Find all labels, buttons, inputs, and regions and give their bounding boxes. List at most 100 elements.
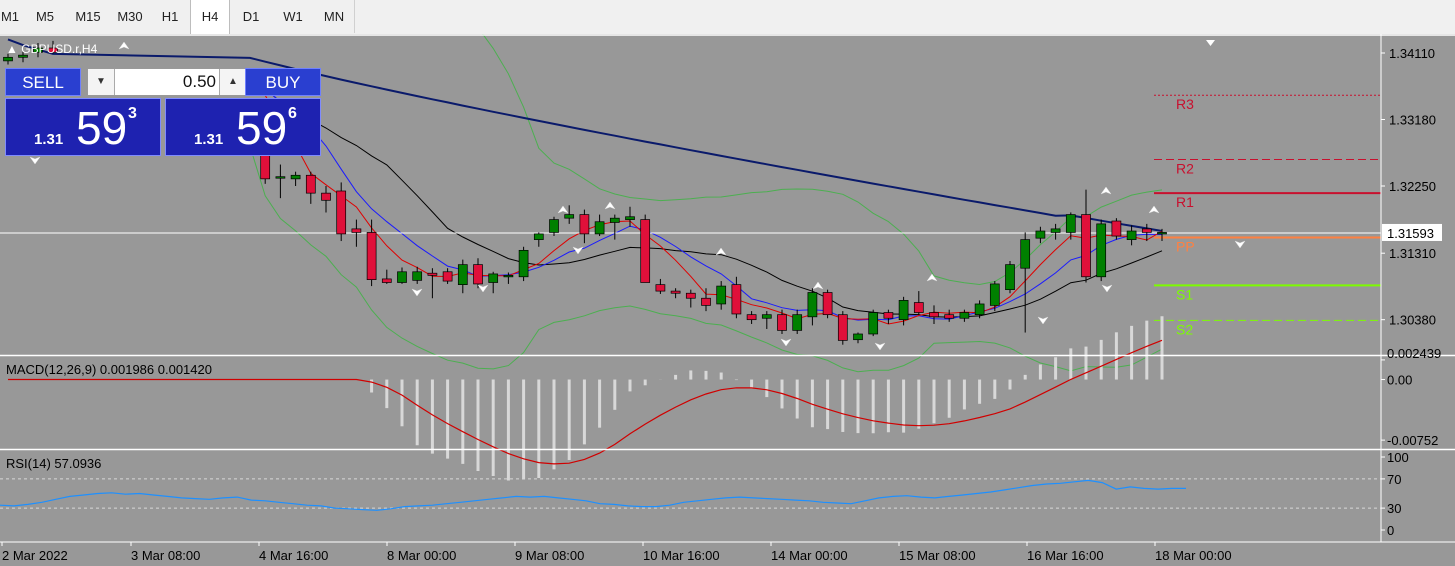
collapse-triangle-icon[interactable]: ▲ bbox=[6, 42, 18, 56]
time-tick-label: 2 Mar 2022 bbox=[2, 548, 68, 563]
sell-price-box[interactable]: 1.31 59 3 bbox=[5, 98, 161, 156]
tf-m5[interactable]: M5 bbox=[35, 9, 55, 24]
time-tick-label: 15 Mar 08:00 bbox=[899, 548, 976, 563]
tf-d1[interactable]: D1 bbox=[242, 9, 260, 24]
time-tick-label: 3 Mar 08:00 bbox=[131, 548, 200, 563]
candle-body bbox=[609, 217, 620, 223]
price-tick-label: 1.30380 bbox=[1389, 313, 1436, 328]
candle-body bbox=[929, 312, 939, 318]
pivot-label-r2: R2 bbox=[1176, 161, 1194, 177]
candle-body bbox=[761, 314, 772, 319]
candle-body bbox=[18, 54, 28, 58]
time-tick-label: 14 Mar 00:00 bbox=[771, 548, 848, 563]
lot-input[interactable]: ▼ 0.50 ▲ bbox=[87, 68, 247, 96]
candle-body bbox=[701, 297, 711, 306]
tf-w1[interactable]: W1 bbox=[283, 9, 303, 24]
fractal-down-arrow bbox=[780, 338, 792, 347]
candle-body bbox=[944, 314, 955, 319]
sell-price-big: 1.31 bbox=[34, 131, 64, 148]
candle-body bbox=[853, 333, 863, 341]
time-tick-label: 16 Mar 16:00 bbox=[1027, 548, 1104, 563]
pivot-label-s2: S2 bbox=[1176, 321, 1193, 337]
macd-title: MACD(12,26,9) 0.001986 0.001420 bbox=[6, 362, 212, 377]
candle-body bbox=[777, 314, 787, 331]
macd-tick-label: 0.002439 bbox=[1387, 346, 1441, 361]
candle-body bbox=[974, 303, 985, 316]
tf-m30[interactable]: M30 bbox=[117, 9, 143, 24]
fractal-up-arrow bbox=[926, 273, 938, 282]
candle-body bbox=[1081, 214, 1091, 278]
candle-body bbox=[1050, 228, 1061, 233]
fractal-up-arrow bbox=[715, 247, 727, 256]
candle-body bbox=[685, 292, 696, 299]
candle-body bbox=[1020, 239, 1031, 269]
candle-body bbox=[321, 192, 331, 201]
fractal-down-arrow bbox=[477, 284, 489, 293]
candle-body bbox=[290, 174, 301, 180]
tf-m1[interactable]: M1 bbox=[0, 9, 20, 24]
sell-button[interactable]: SELL bbox=[5, 68, 81, 96]
candle-body bbox=[1126, 230, 1137, 240]
candle-body bbox=[716, 285, 727, 305]
candle-body bbox=[989, 283, 1000, 306]
candle-body bbox=[883, 312, 894, 319]
bollinger-lower-band bbox=[249, 146, 1163, 373]
candle-body bbox=[48, 47, 58, 53]
pivot-label-r1: R1 bbox=[1176, 194, 1194, 210]
moving-average-blue bbox=[249, 70, 1163, 321]
fractal-up-arrow bbox=[604, 201, 616, 210]
candle-body bbox=[1157, 232, 1167, 235]
pivot-label-s1: S1 bbox=[1176, 286, 1193, 302]
fractal-down-arrow bbox=[1234, 240, 1246, 249]
sell-price-main: 59 bbox=[76, 102, 128, 154]
candle-body bbox=[913, 302, 924, 313]
candle-body bbox=[731, 284, 742, 315]
lot-decrease-icon[interactable]: ▼ bbox=[88, 69, 115, 95]
time-tick-label: 10 Mar 16:00 bbox=[643, 548, 720, 563]
candle-body bbox=[792, 314, 803, 331]
fractal-down-arrow bbox=[29, 156, 41, 165]
current-price-box bbox=[1382, 223, 1442, 241]
macd-signal-line bbox=[8, 339, 1163, 465]
buy-button[interactable]: BUY bbox=[245, 68, 321, 96]
candle-body bbox=[381, 278, 392, 283]
price-tick-label: 1.33180 bbox=[1389, 113, 1436, 128]
sell-price-sup: 3 bbox=[128, 105, 137, 122]
tf-h4[interactable]: H4 bbox=[190, 0, 230, 34]
candle-body bbox=[1096, 223, 1107, 278]
rsi-line bbox=[0, 479, 1186, 511]
fractal-down-arrow bbox=[874, 342, 886, 351]
tf-mn[interactable]: MN bbox=[314, 0, 355, 33]
lot-value[interactable]: 0.50 bbox=[182, 72, 216, 91]
rsi-panel: RSI(14) 57.0936 bbox=[0, 456, 1381, 511]
time-tick-label: 9 Mar 08:00 bbox=[515, 548, 584, 563]
buy-price-main: 59 bbox=[236, 102, 288, 154]
candle-body bbox=[898, 300, 909, 321]
candle-body bbox=[807, 292, 818, 318]
lot-increase-icon[interactable]: ▲ bbox=[219, 69, 246, 95]
fractal-up-arrow bbox=[118, 41, 130, 50]
candle-body bbox=[655, 284, 666, 292]
tf-m15[interactable]: M15 bbox=[75, 9, 101, 24]
fractal-down-arrow bbox=[1101, 284, 1113, 293]
buy-price-big: 1.31 bbox=[194, 131, 224, 148]
candle-body bbox=[822, 292, 833, 316]
fractal-up-arrow bbox=[1148, 205, 1160, 214]
macd-tick-label: 0.00 bbox=[1387, 373, 1412, 388]
candle-body bbox=[746, 314, 757, 321]
candle-body bbox=[305, 174, 316, 194]
candle-body bbox=[959, 312, 970, 319]
candle-body bbox=[518, 249, 529, 278]
rsi-tick-label: 70 bbox=[1387, 472, 1401, 487]
candle-body bbox=[579, 214, 590, 235]
candle-body bbox=[1111, 220, 1122, 237]
tf-h1[interactable]: H1 bbox=[161, 9, 179, 24]
rsi-title: RSI(14) 57.0936 bbox=[6, 456, 101, 471]
buy-price-box[interactable]: 1.31 59 6 bbox=[165, 98, 321, 156]
fractal-up-arrow bbox=[557, 205, 569, 214]
candle-body bbox=[33, 47, 43, 53]
candle-body bbox=[564, 214, 575, 219]
macd-panel: MACD(12,26,9) 0.001986 0.001420 bbox=[6, 316, 1164, 481]
candle-body bbox=[1035, 230, 1046, 239]
chart-shift-marker-icon bbox=[1206, 40, 1215, 46]
